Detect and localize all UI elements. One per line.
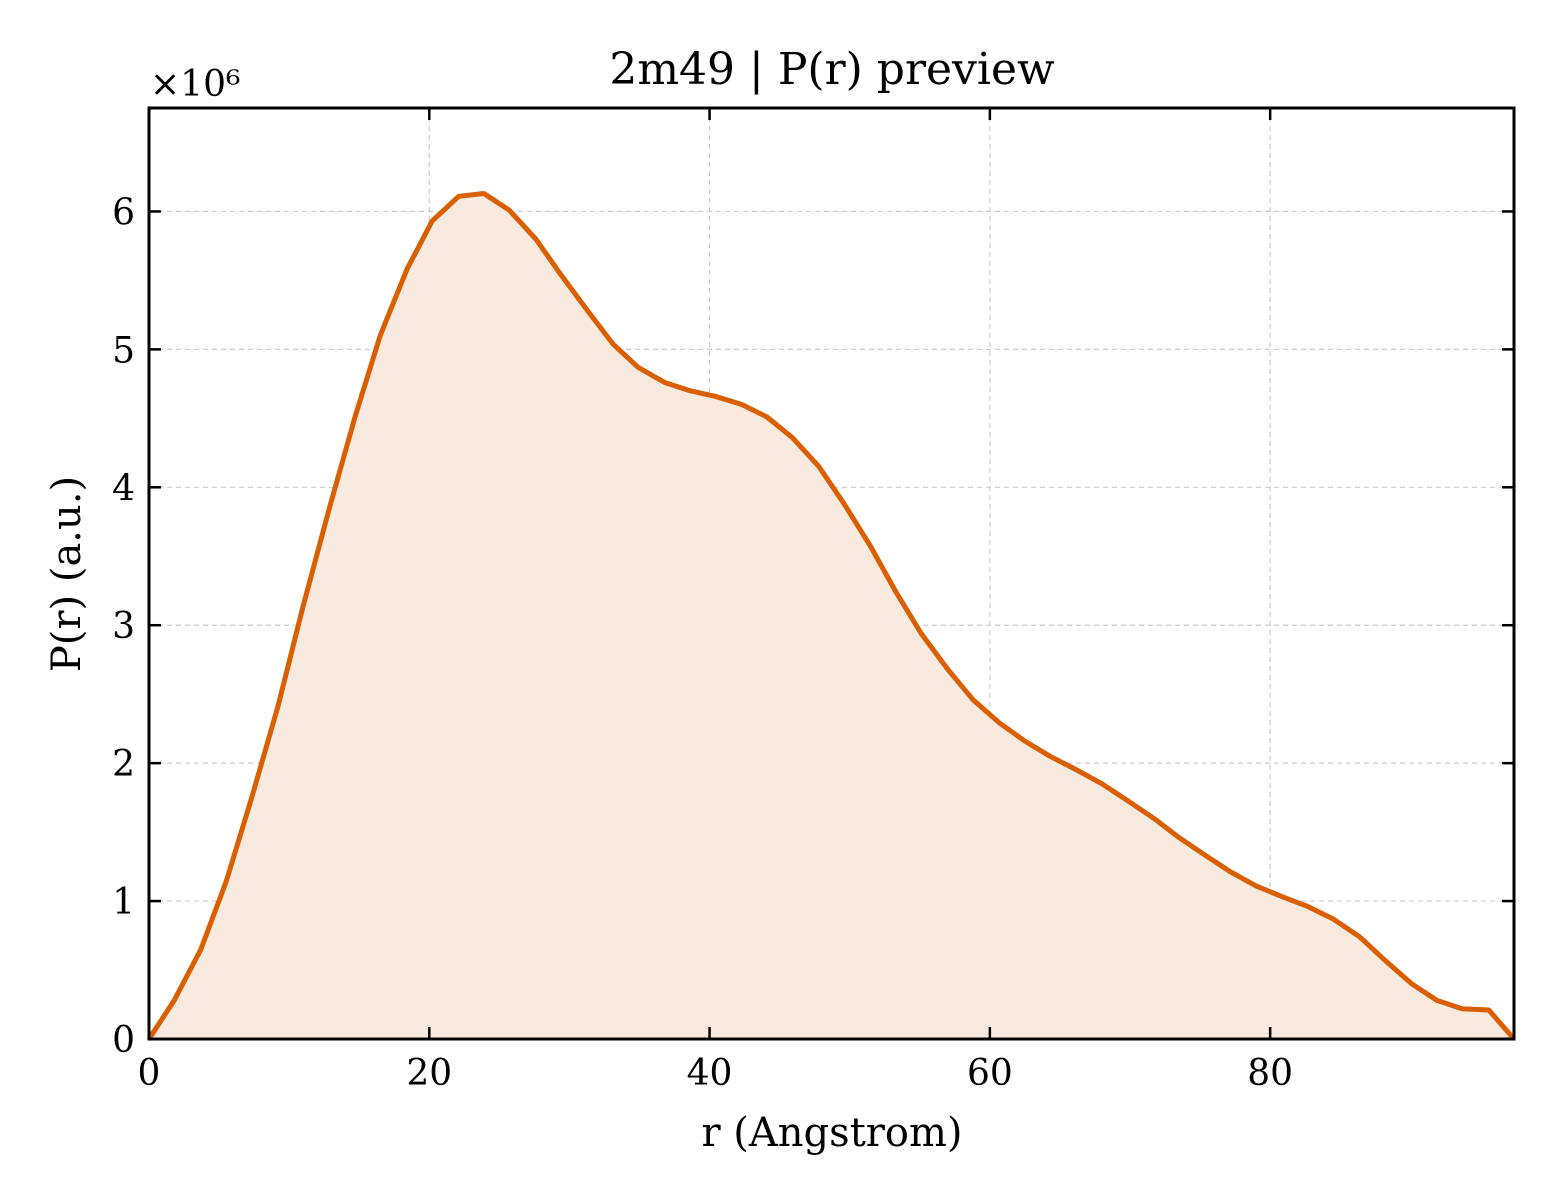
y-tick-label: 1 — [112, 882, 135, 923]
y-tick-label: 6 — [112, 192, 135, 233]
x-axis-label: r (Angstrom) — [701, 1110, 962, 1156]
y-axis-label: P(r) (a.u.) — [44, 476, 90, 672]
y-tick-label: 3 — [112, 606, 135, 647]
y-tick-label: 5 — [112, 330, 135, 371]
x-tick-label: 0 — [138, 1053, 161, 1094]
x-tick-label: 40 — [687, 1053, 733, 1094]
y-tick-label: 2 — [112, 744, 135, 785]
chart-title: 2m49 | P(r) preview — [609, 44, 1055, 95]
x-tick-label: 20 — [406, 1053, 452, 1094]
y-multiplier-label: ×10⁶ — [150, 64, 240, 105]
y-tick-label: 0 — [112, 1020, 135, 1061]
plot-frame — [147, 106, 1516, 1041]
axis-ticks: 0 20 40 60 80 0 1 2 3 4 5 6 — [112, 108, 1514, 1094]
y-tick-label: 4 — [112, 468, 135, 509]
pr-series-line — [146, 191, 1516, 1041]
x-tick-label: 60 — [967, 1053, 1013, 1094]
x-tick-label: 80 — [1247, 1053, 1293, 1094]
pr-area-fill — [149, 193, 1514, 1039]
